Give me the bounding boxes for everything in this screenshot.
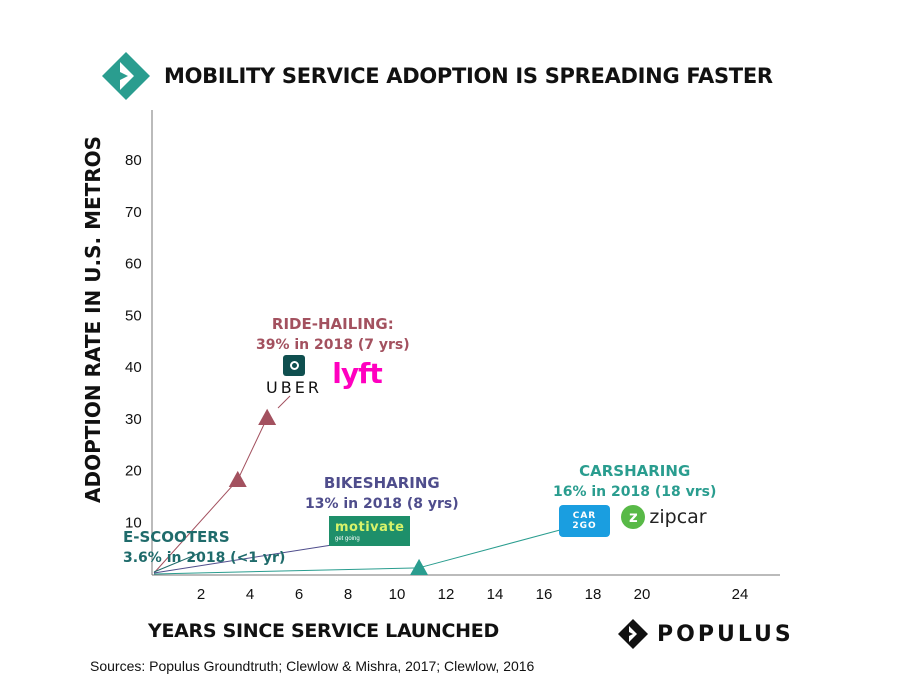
carsharing-annotation: CARSHARING 16% in 2018 (18 vrs) bbox=[553, 461, 716, 503]
y-tick-label: 60 bbox=[125, 256, 142, 273]
y-tick-label: 20 bbox=[125, 463, 142, 480]
ride-hailing-name: RIDE-HAILING: bbox=[271, 315, 394, 333]
car2go-logo: CAR 2GO bbox=[559, 505, 610, 537]
motivate-wordmark: motivate bbox=[335, 519, 405, 535]
motivate-tagline: get going bbox=[335, 535, 360, 542]
ride-hailing-marker bbox=[228, 470, 247, 488]
populus-logo-icon bbox=[102, 52, 150, 100]
x-tick-label: 10 bbox=[389, 586, 406, 603]
y-tick-label: 10 bbox=[125, 514, 142, 531]
x-axis-label: YEARS SINCE SERVICE LAUNCHED bbox=[148, 620, 499, 642]
uber-icon bbox=[283, 355, 305, 376]
escooters-label: 3.6% in 2018 (<1 yr) bbox=[123, 550, 286, 566]
y-tick-label: 30 bbox=[125, 411, 142, 428]
uber-wordmark: UBER bbox=[266, 378, 322, 397]
bikesharing-callout-line bbox=[153, 544, 333, 574]
x-tick-label: 4 bbox=[246, 586, 254, 603]
escooters-annotation: E-SCOOTERS 3.6% in 2018 (<1 yr) bbox=[123, 527, 285, 569]
y-tick-label: 70 bbox=[125, 204, 142, 221]
ride-hailing-callout-line bbox=[277, 395, 291, 409]
lyft-logo: lyft bbox=[330, 356, 384, 390]
chart-title: MOBILITY SERVICE ADOPTION IS SPREADING F… bbox=[164, 64, 773, 88]
bikesharing-annotation: BIKESHARING 13% in 2018 (8 yrs) bbox=[305, 473, 459, 515]
populus-brand: POPULUS bbox=[617, 618, 794, 650]
y-tick-label: 40 bbox=[125, 359, 142, 376]
carsharing-label: 16% in 2018 (18 vrs) bbox=[553, 484, 717, 500]
motivate-logo: motivate get going bbox=[329, 516, 410, 546]
populus-brand-icon bbox=[618, 619, 648, 649]
carsharing-line bbox=[153, 567, 420, 575]
x-tick-label: 16 bbox=[536, 586, 553, 603]
zipcar-wordmark: zipcar bbox=[649, 506, 707, 528]
y-tick-label: 50 bbox=[125, 307, 142, 324]
x-tick-label: 12 bbox=[438, 586, 455, 603]
x-tick-label: 20 bbox=[634, 586, 651, 603]
uber-logo: UBER bbox=[258, 355, 330, 397]
ride-hailing-annotation: RIDE-HAILING: 39% in 2018 (7 yrs) bbox=[256, 314, 410, 356]
sources-note: Sources: Populus Groundtruth; Clewlow & … bbox=[90, 658, 535, 674]
populus-wordmark: POPULUS bbox=[657, 621, 794, 647]
escooters-callout-line bbox=[153, 552, 201, 573]
bikesharing-label: 13% in 2018 (8 yrs) bbox=[305, 496, 459, 512]
y-tick-label: 80 bbox=[125, 152, 142, 169]
title-row: MOBILITY SERVICE ADOPTION IS SPREADING F… bbox=[100, 50, 773, 102]
carsharing-callout-line bbox=[418, 529, 561, 569]
ride-hailing-marker bbox=[258, 408, 277, 425]
x-tick-label: 18 bbox=[585, 586, 602, 603]
x-tick-label: 24 bbox=[732, 586, 749, 603]
lyft-wordmark: lyft bbox=[332, 356, 382, 390]
carsharing-marker bbox=[410, 558, 429, 576]
x-tick-label: 6 bbox=[295, 586, 303, 603]
carsharing-name: CARSHARING bbox=[579, 462, 691, 480]
ride-hailing-label: 39% in 2018 (7 yrs) bbox=[256, 337, 410, 353]
car2go-wordmark: CAR 2GO bbox=[572, 511, 597, 531]
x-tick-label: 14 bbox=[487, 586, 504, 603]
escooters-name: E-SCOOTERS bbox=[123, 528, 230, 546]
zipcar-icon: z bbox=[621, 505, 646, 529]
x-tick-label: 8 bbox=[344, 586, 352, 603]
x-tick-label: 2 bbox=[197, 586, 205, 603]
zipcar-logo: z zipcar bbox=[616, 503, 712, 531]
bikesharing-name: BIKESHARING bbox=[323, 474, 440, 492]
